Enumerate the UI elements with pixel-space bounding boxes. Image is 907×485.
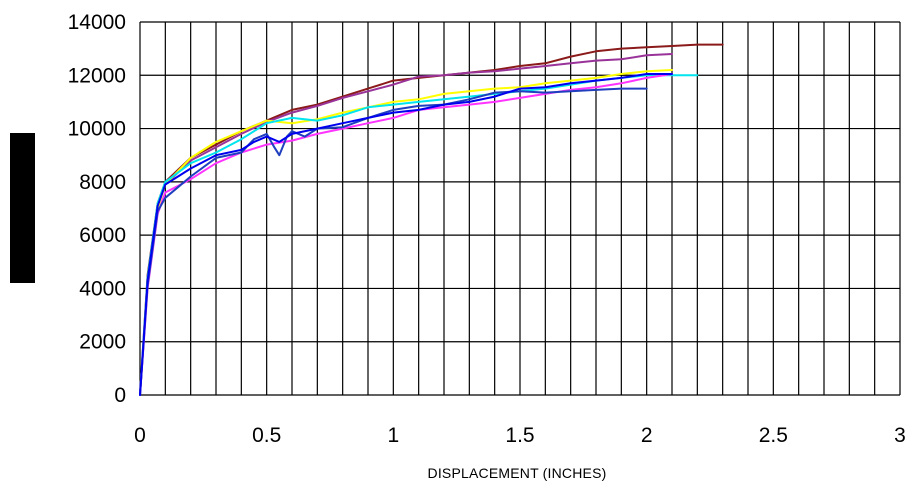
redacted-y-axis-label [10,133,35,283]
x-tick-label: 2.5 [759,424,788,447]
x-tick-label: 1 [387,424,399,447]
series-line-3 [139,69,673,396]
x-tick-label: 2 [641,424,653,447]
series-line-6 [139,87,648,396]
y-tick-label: 8000 [79,171,126,194]
y-tick-label: 2000 [79,331,126,354]
x-tick-labels: 0 0.5 1 1.5 2 2.5 3 [134,424,906,447]
y-tick-label: 0 [114,384,126,407]
series-line-5 [139,73,673,396]
y-tick-labels: 0 2000 4000 6000 8000 10000 12000 14000 [68,11,126,407]
series-line-7 [139,73,673,396]
y-tick-label: 4000 [79,277,126,300]
series-lines [139,43,724,396]
x-tick-label: 0.5 [252,424,281,447]
y-tick-label: 10000 [68,118,126,141]
y-tick-label: 14000 [68,11,126,34]
x-tick-label: 0 [134,424,146,447]
y-tick-label: 12000 [68,64,126,87]
x-tick-label: 1.5 [505,424,534,447]
x-tick-label: 3 [894,424,906,447]
x-axis-label: DISPLACEMENT (INCHES) [428,465,607,481]
y-tick-label: 6000 [79,224,126,247]
series-line-2 [139,53,673,396]
grid [139,21,901,396]
